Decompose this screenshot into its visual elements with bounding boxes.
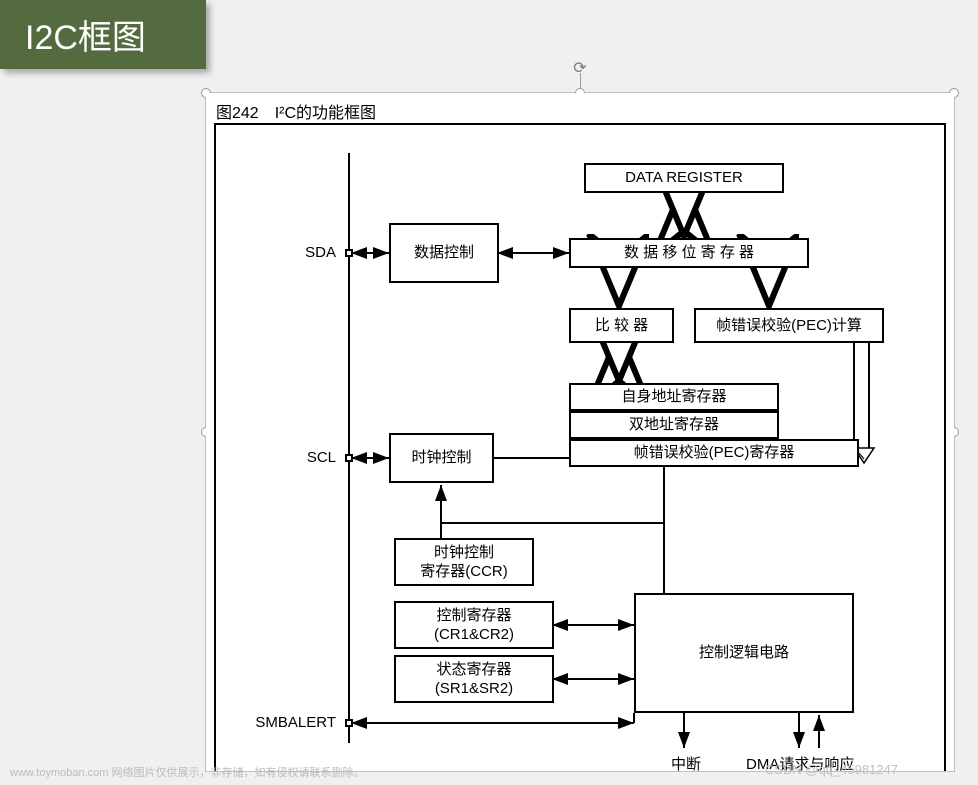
page-title: I2C框图	[0, 0, 206, 69]
sda-pin	[345, 249, 353, 257]
rotate-handle-icon[interactable]: ⟳	[573, 58, 586, 78]
block-pec-calc: 帧错误校验(PEC)计算	[694, 308, 884, 343]
block-data-register: DATA REGISTER	[584, 163, 784, 193]
block-own-addr: 自身地址寄存器	[569, 383, 779, 411]
smbalert-label: SMBALERT	[246, 714, 336, 731]
block-sr: 状态寄存器(SR1&SR2)	[394, 655, 554, 703]
block-shift-reg: 数 据 移 位 寄 存 器	[569, 238, 809, 268]
block-dual-addr: 双地址寄存器	[569, 411, 779, 439]
block-data-ctrl: 数据控制	[389, 223, 499, 283]
sda-label: SDA	[276, 244, 336, 261]
block-ccr: 时钟控制寄存器(CCR)	[394, 538, 534, 586]
block-cr: 控制寄存器(CR1&CR2)	[394, 601, 554, 649]
diagram-canvas: 图242 I²C的功能框图	[206, 93, 954, 771]
block-comparator: 比 较 器	[569, 308, 674, 343]
block-pec-reg: 帧错误校验(PEC)寄存器	[569, 439, 859, 467]
block-clk-ctrl: 时钟控制	[389, 433, 494, 483]
smbalert-pin	[345, 719, 353, 727]
block-logic: 控制逻辑电路	[634, 593, 854, 713]
image-selection-frame[interactable]: ⟳ 图242 I²C的功能框图	[205, 92, 955, 772]
scl-label: SCL	[276, 449, 336, 466]
watermark-left: www.toymoban.com 网络图片仅供展示，非存储，如有侵权请联系删除。	[10, 764, 364, 780]
interrupt-label: 中断	[661, 753, 711, 774]
figure-caption: 图242 I²C的功能框图	[216, 99, 376, 123]
scl-pin	[345, 454, 353, 462]
watermark-right: CSDN @qq_45981247	[765, 762, 898, 777]
